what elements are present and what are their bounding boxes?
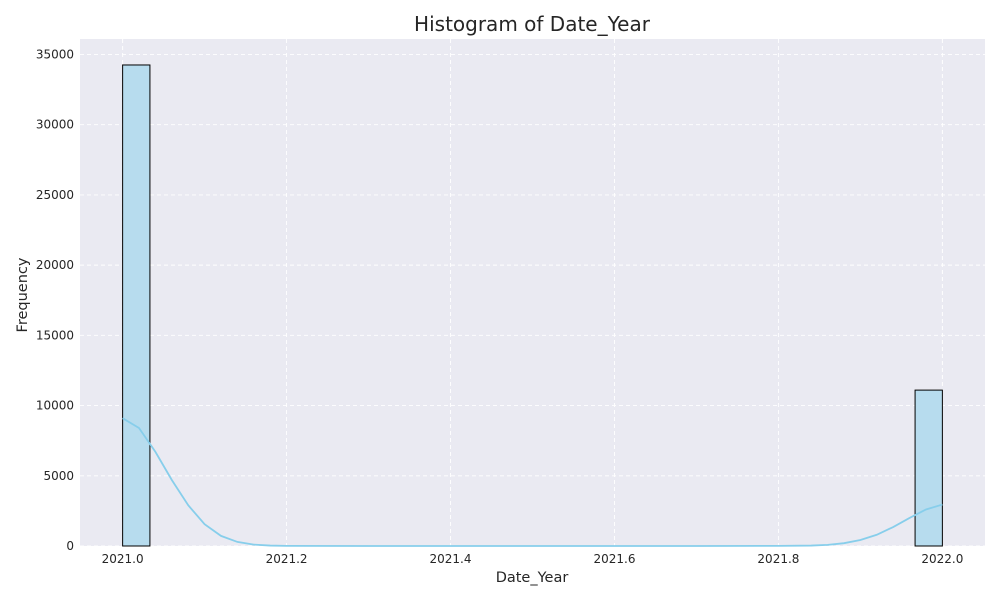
kde-curve — [122, 417, 943, 547]
y-tick-label: 10000 — [36, 399, 74, 413]
grid-lines — [80, 39, 985, 547]
histogram-bar — [122, 64, 151, 547]
plot-area — [80, 39, 985, 546]
x-tick-label: 2022.0 — [921, 552, 963, 566]
x-tick-label: 2021.8 — [757, 552, 799, 566]
y-tick-label: 30000 — [36, 118, 74, 132]
x-tick-label: 2021.0 — [102, 552, 144, 566]
y-tick-label: 0 — [66, 539, 74, 553]
histogram-bars — [122, 64, 943, 547]
y-tick-label: 25000 — [36, 188, 74, 202]
x-axis-ticks: 2021.0 2021.2 2021.4 2021.6 2021.8 2022.0 — [102, 552, 964, 566]
y-tick-label: 20000 — [36, 258, 74, 272]
y-tick-label: 15000 — [36, 328, 74, 342]
x-tick-label: 2021.4 — [430, 552, 472, 566]
x-tick-label: 2021.6 — [593, 552, 635, 566]
histogram-bar — [914, 389, 943, 547]
y-axis-label: Frequency — [15, 257, 31, 332]
x-tick-label: 2021.2 — [266, 552, 308, 566]
chart-title: Histogram of Date_Year — [414, 12, 651, 36]
y-tick-label: 5000 — [43, 469, 74, 483]
y-axis-ticks: 0 5000 10000 15000 20000 25000 30000 35000 — [36, 47, 74, 553]
x-axis-label: Date_Year — [496, 570, 569, 586]
y-tick-label: 35000 — [36, 47, 74, 61]
